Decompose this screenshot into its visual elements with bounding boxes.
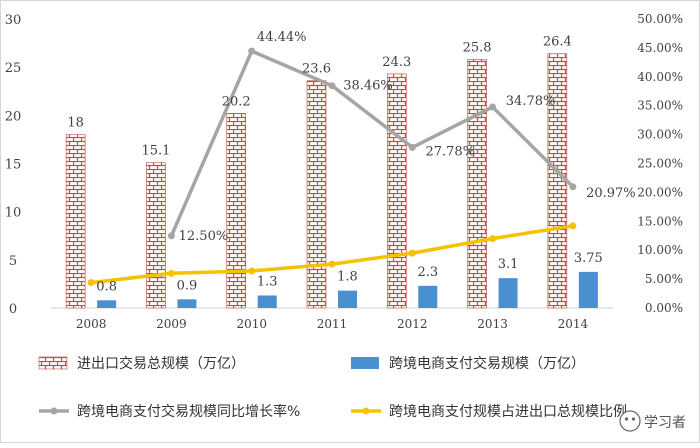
legend-swatch-crossborder-payment bbox=[351, 357, 379, 369]
legend-label: 跨境电商支付交易规模同比增长率% bbox=[77, 403, 300, 420]
bar-total-trade-label: 24.3 bbox=[382, 55, 411, 70]
legend-marker-growth-rate bbox=[50, 407, 58, 415]
legend-label: 跨境电商支付规模占进出口总规模比例 bbox=[389, 404, 627, 420]
x-tick-label: 2009 bbox=[156, 317, 187, 331]
bar-total-trade-label: 26.4 bbox=[543, 35, 572, 50]
legend-label: 进出口交易总规模（万亿） bbox=[77, 355, 245, 372]
y-left-tick-label: 10 bbox=[5, 206, 22, 221]
legend: 进出口交易总规模（万亿） 跨境电商支付交易规模（万亿） 跨境电商支付交易规模同比增长… bbox=[38, 355, 627, 420]
y-left-tick-label: 25 bbox=[5, 61, 22, 76]
watermark-text: 学习者 bbox=[644, 415, 686, 431]
x-tick-label: 2012 bbox=[397, 317, 428, 331]
y-right-tick-label: 25.00% bbox=[637, 157, 683, 171]
y-left-tick-label: 20 bbox=[5, 109, 22, 124]
growth-rate-point bbox=[408, 143, 416, 151]
share-ratio-point bbox=[489, 235, 497, 243]
wechat-logo-icon bbox=[619, 410, 641, 432]
bar-crossborder-payment-label: 3.75 bbox=[574, 251, 603, 266]
growth-rate-point bbox=[167, 232, 175, 240]
bar-total-trade bbox=[467, 59, 487, 309]
y-right-tick-label: 20.00% bbox=[637, 185, 683, 199]
growth-rate-line bbox=[169, 49, 575, 237]
bar-total-trade-label: 18 bbox=[67, 116, 84, 131]
wechat-logo-eye-right bbox=[631, 417, 636, 421]
bar-crossborder-payment bbox=[257, 295, 277, 308]
bar-total-trade bbox=[146, 162, 166, 309]
share-ratio-point bbox=[569, 222, 577, 230]
share-ratio-point bbox=[248, 267, 256, 275]
bar-total-trade bbox=[226, 113, 247, 309]
growth-rate-label: 20.97% bbox=[586, 186, 636, 201]
share-ratio-point bbox=[408, 249, 416, 257]
y-right-tick-label: 0.00% bbox=[645, 301, 683, 315]
bar-total-trade bbox=[65, 134, 86, 309]
y-right-tick-label: 5.00% bbox=[645, 272, 683, 286]
bar-crossborder-payment-label: 2.3 bbox=[417, 265, 438, 280]
bar-total-trade-label: 23.6 bbox=[302, 62, 331, 77]
legend-swatch-total-trade bbox=[38, 356, 68, 370]
y-left-tick-label: 0 bbox=[9, 302, 17, 317]
growth-rate-label: 27.78% bbox=[425, 144, 475, 159]
growth-rate-label: 44.44% bbox=[257, 30, 307, 45]
bar-crossborder-payment-label: 1.3 bbox=[257, 274, 278, 289]
bar-total-trade bbox=[386, 73, 407, 309]
bar-crossborder-payment bbox=[498, 278, 518, 308]
growth-rate-point bbox=[328, 82, 336, 90]
x-tick-label: 2010 bbox=[236, 317, 267, 331]
lines bbox=[87, 47, 577, 287]
legend-label: 跨境电商支付交易规模（万亿） bbox=[389, 355, 585, 372]
bar-crossborder-payment-label: 0.9 bbox=[177, 278, 198, 293]
y-right-tick-label: 50.00% bbox=[637, 12, 683, 26]
data-labels: 18 0.8 15.1 0.9 20.2 1.3 23.6 1.8 24.3 2.3 25.8 3.1… bbox=[67, 30, 635, 294]
growth-rate-label: 34.78% bbox=[506, 94, 556, 109]
y-right-tick-label: 40.00% bbox=[637, 70, 683, 84]
bar-crossborder-payment bbox=[578, 271, 598, 308]
x-tick-label: 2011 bbox=[317, 317, 348, 331]
growth-rate-point bbox=[489, 103, 497, 111]
x-tick-label: 2013 bbox=[477, 317, 508, 331]
share-ratio-point bbox=[328, 260, 336, 268]
x-tick-label: 2014 bbox=[558, 317, 589, 331]
bar-total-trade-label: 25.8 bbox=[463, 40, 492, 55]
x-tick-label: 2008 bbox=[76, 317, 107, 331]
growth-rate-point bbox=[569, 183, 577, 191]
bar-crossborder-payment bbox=[418, 285, 438, 308]
y-right-tick-label: 35.00% bbox=[637, 99, 683, 113]
bar-crossborder-payment-label: 3.1 bbox=[498, 257, 519, 272]
bar-total-trade bbox=[306, 80, 327, 309]
legend-marker-share-ratio bbox=[362, 407, 370, 415]
bar-crossborder-payment-label: 1.8 bbox=[337, 270, 358, 285]
bar-crossborder-payment bbox=[338, 290, 357, 308]
y-left-tick-label: 30 bbox=[5, 13, 22, 28]
y-right-tick-label: 15.00% bbox=[637, 214, 683, 228]
bar-crossborder-payment-label: 0.8 bbox=[96, 279, 117, 294]
bar-crossborder-payment bbox=[177, 299, 197, 308]
share-ratio-point bbox=[87, 279, 95, 287]
bar-total-trade-label: 15.1 bbox=[141, 144, 170, 159]
bars bbox=[65, 53, 598, 309]
y-right-tick-label: 10.00% bbox=[637, 243, 683, 257]
growth-rate-label: 12.50% bbox=[179, 229, 229, 244]
y-left-tick-label: 15 bbox=[5, 158, 22, 173]
wechat-logo-eye-left bbox=[624, 417, 629, 421]
growth-rate-label: 38.46% bbox=[343, 79, 393, 94]
y-right-tick-label: 45.00% bbox=[637, 41, 683, 55]
share-ratio-point bbox=[167, 269, 175, 277]
y-right-tick-label: 30.00% bbox=[637, 128, 683, 142]
bar-total-trade bbox=[547, 53, 568, 309]
y-left-tick-label: 5 bbox=[9, 254, 17, 269]
watermark: 学习者 bbox=[619, 410, 686, 432]
bar-total-trade-label: 20.2 bbox=[222, 94, 251, 109]
bar-crossborder-payment bbox=[97, 300, 117, 308]
growth-rate-point bbox=[248, 47, 256, 55]
axes: 0 5 10 15 20 25 30 0.00% 5.00% 10.00% 15.00% 20.00%… bbox=[5, 12, 683, 331]
